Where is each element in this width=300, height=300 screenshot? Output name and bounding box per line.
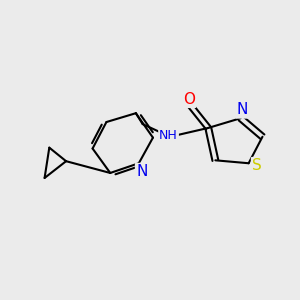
Text: S: S	[252, 158, 262, 173]
Text: N: N	[136, 164, 147, 179]
Text: NH: NH	[159, 129, 178, 142]
Text: O: O	[183, 92, 195, 107]
Text: N: N	[236, 103, 248, 118]
